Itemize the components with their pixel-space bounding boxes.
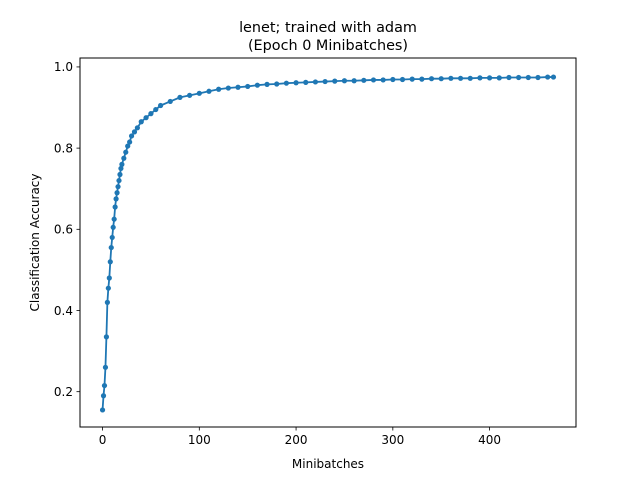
- data-point: [216, 86, 222, 92]
- data-point: [106, 275, 112, 281]
- x-axis-label: Minibatches: [292, 457, 364, 471]
- data-point: [361, 77, 367, 83]
- data-point: [438, 76, 444, 82]
- data-point: [125, 143, 131, 149]
- data-point: [303, 79, 309, 85]
- data-point: [409, 76, 415, 82]
- data-point: [104, 299, 110, 305]
- data-point: [111, 216, 117, 222]
- plot-frame: [79, 57, 577, 428]
- x-tick-label: 0: [99, 433, 107, 447]
- data-point: [167, 98, 173, 105]
- chart-title: lenet; trained with adam: [239, 20, 417, 36]
- data-point: [312, 79, 319, 85]
- data-point: [486, 75, 493, 81]
- data-point: [506, 74, 512, 81]
- data-point: [467, 75, 473, 81]
- data-point: [196, 90, 202, 96]
- data-point: [235, 84, 241, 90]
- data-point: [158, 102, 164, 109]
- chart-subtitle: (Epoch 0 Minibatches): [248, 38, 408, 54]
- data-point: [117, 171, 123, 178]
- x-tick-label: 400: [478, 433, 501, 447]
- data-point: [341, 78, 348, 84]
- data-point: [245, 83, 251, 90]
- x-tick-label: 100: [188, 433, 211, 447]
- series-layer: [99, 74, 557, 413]
- y-tick-label: 0.6: [54, 223, 73, 237]
- data-point: [114, 190, 120, 196]
- data-point: [119, 161, 125, 167]
- data-point: [206, 88, 212, 94]
- data-point: [153, 106, 159, 113]
- data-point: [457, 75, 464, 81]
- data-point: [390, 76, 396, 83]
- y-axis-ticks: 0.2 0.4 0.6 0.8 1.0: [54, 60, 80, 399]
- data-point: [148, 111, 154, 117]
- y-tick-label: 1.0: [54, 60, 73, 74]
- data-point: [109, 234, 115, 241]
- data-point: [264, 81, 270, 87]
- data-point: [101, 382, 108, 389]
- x-tick-label: 200: [285, 433, 308, 447]
- data-point: [322, 78, 328, 85]
- data-point: [274, 81, 280, 87]
- data-point: [105, 285, 111, 291]
- data-point: [283, 80, 289, 86]
- data-point: [102, 364, 109, 370]
- data-point: [143, 115, 149, 121]
- data-point: [112, 204, 118, 210]
- data-point: [131, 129, 138, 135]
- data-point: [380, 77, 386, 83]
- data-point: [535, 74, 541, 81]
- data-point: [118, 165, 124, 172]
- data-point: [103, 334, 110, 340]
- data-point: [545, 74, 551, 80]
- data-point: [128, 133, 135, 139]
- data-point: [121, 155, 127, 161]
- data-point: [108, 244, 114, 251]
- data-point: [477, 75, 483, 81]
- data-point: [116, 177, 122, 184]
- data-point: [100, 393, 107, 399]
- data-point: [115, 184, 121, 190]
- data-point: [370, 77, 377, 83]
- data-point: [254, 82, 260, 88]
- data-point: [293, 80, 299, 86]
- data-point: [496, 75, 502, 81]
- data-point: [448, 75, 454, 81]
- x-axis-ticks: 0 100 200 300 400: [99, 427, 501, 447]
- data-point: [187, 92, 193, 98]
- data-point: [134, 125, 140, 131]
- y-tick-label: 0.8: [54, 141, 73, 155]
- data-point: [225, 85, 231, 91]
- y-axis-label: Classification Accuracy: [28, 174, 42, 312]
- y-tick-label: 0.2: [54, 385, 73, 399]
- data-point: [351, 78, 357, 84]
- data-point: [419, 76, 425, 82]
- data-point: [177, 94, 183, 100]
- data-point: [110, 224, 116, 230]
- data-point: [428, 76, 435, 82]
- data-point: [107, 259, 113, 265]
- data-point: [399, 76, 406, 83]
- data-point: [550, 74, 557, 80]
- data-point: [138, 119, 144, 125]
- x-tick-label: 300: [381, 433, 404, 447]
- data-point: [525, 74, 531, 81]
- y-tick-label: 0.4: [54, 304, 73, 318]
- data-point: [113, 196, 119, 202]
- data-point: [99, 407, 106, 413]
- data-point: [332, 78, 338, 84]
- data-point: [123, 149, 129, 155]
- data-point: [127, 139, 133, 145]
- data-point: [516, 74, 522, 81]
